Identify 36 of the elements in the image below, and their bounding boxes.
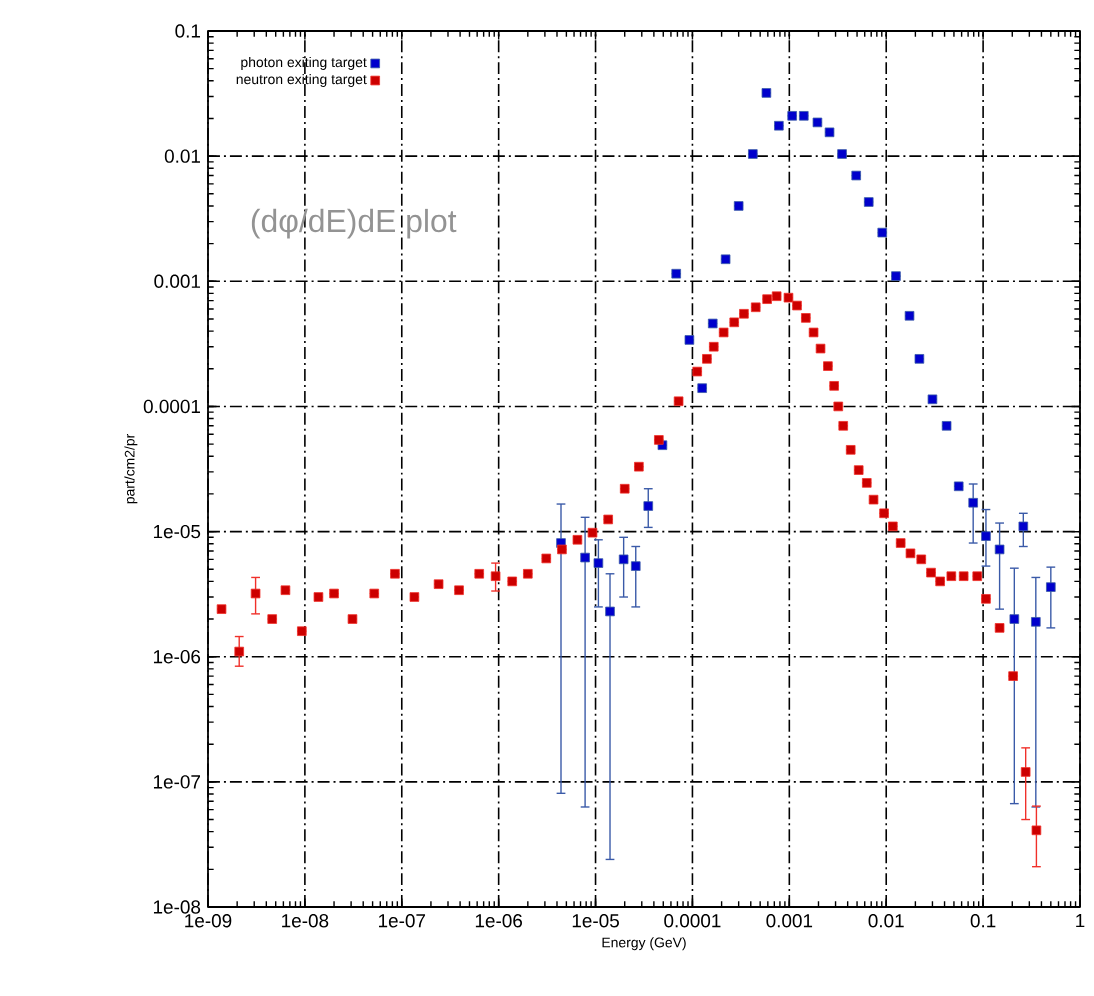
x-tick-label: 1e-08 <box>282 914 329 928</box>
x-tick-label: 1 <box>1076 914 1085 928</box>
point <box>580 552 590 563</box>
point <box>1031 617 1041 627</box>
point <box>671 268 681 279</box>
x-tick-label: 0.001 <box>766 914 813 928</box>
point <box>643 501 654 511</box>
y-tick-label: 0.0001 <box>143 399 201 414</box>
point <box>994 544 1005 555</box>
point <box>1018 521 1029 532</box>
point <box>593 558 604 568</box>
x-tick-label: 0.01 <box>868 914 904 928</box>
point <box>630 561 641 571</box>
point <box>1046 582 1056 592</box>
point <box>968 497 978 508</box>
y-tick-label: 0.1 <box>175 24 201 38</box>
point <box>927 394 938 405</box>
point <box>981 531 991 541</box>
point <box>618 554 629 565</box>
y-tick-label: 1e-08 <box>153 900 201 914</box>
x-tick-label: 1e-09 <box>185 914 232 928</box>
y-tick-label: 0.01 <box>164 149 201 163</box>
point <box>774 120 784 131</box>
annotation: (dφ/dE)dE plot <box>251 208 457 239</box>
y-tick-label: 0.001 <box>154 274 201 288</box>
x-tick-label: 1e-06 <box>475 914 523 928</box>
x-tick-label: 0.1 <box>970 914 996 928</box>
point <box>953 481 964 492</box>
x-tick-label: 1e-05 <box>572 914 619 928</box>
y-tick-label: 1e-07 <box>153 775 201 789</box>
point <box>720 254 731 265</box>
x-tick-label: 0.0001 <box>664 914 721 928</box>
x-tick-label: 1e-07 <box>379 914 426 928</box>
y-tick-label: 1e-05 <box>153 524 201 539</box>
y-tick-label: 1e-06 <box>153 650 201 664</box>
point <box>605 606 615 617</box>
